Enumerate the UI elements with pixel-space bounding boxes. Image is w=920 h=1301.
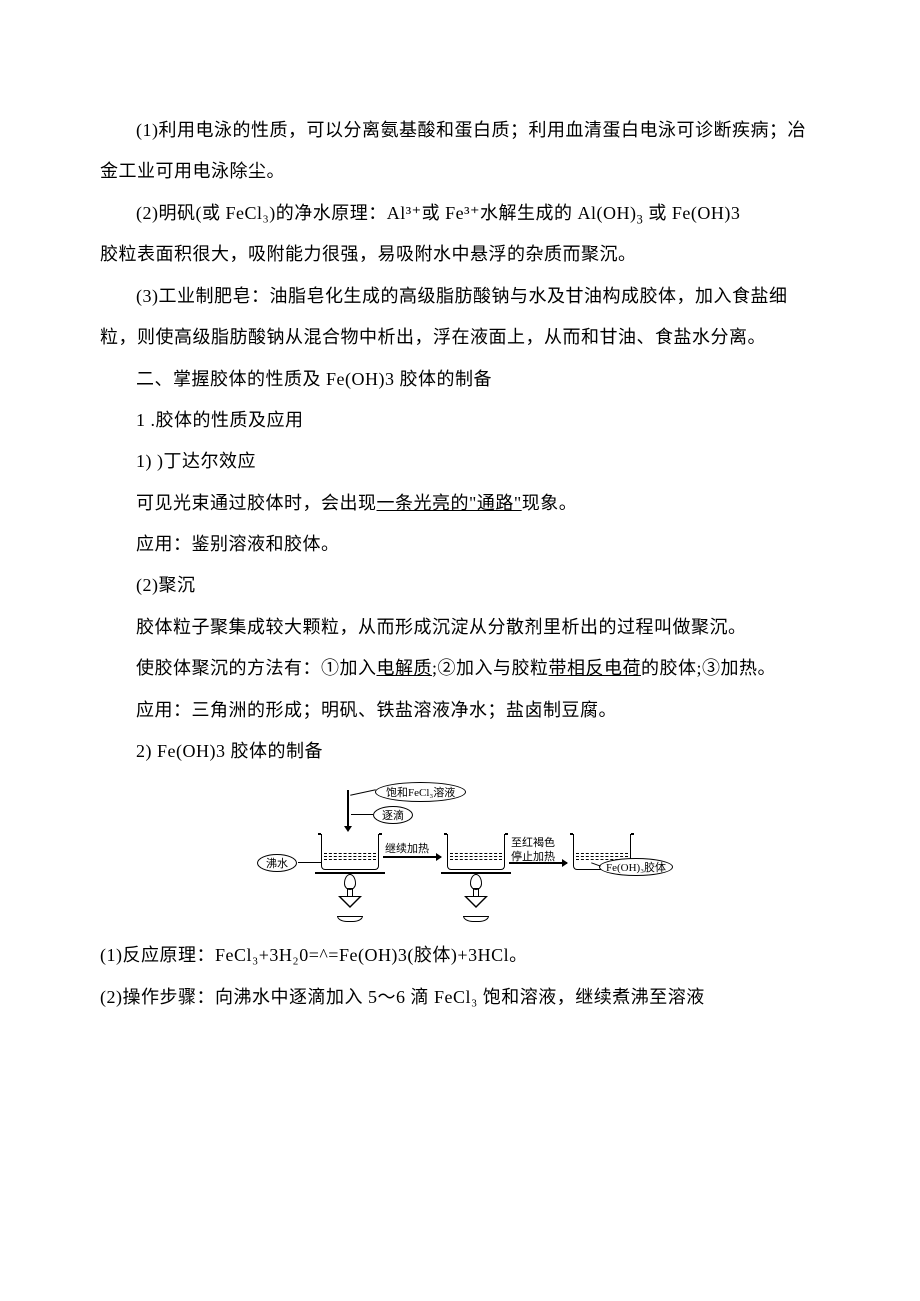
p7-b: ;②加入与胶粒 [432,658,549,678]
burner-2 [456,888,496,922]
paragraph-4: 可见光束通过胶体时，会出现一条光亮的"通路"现象。 [100,483,820,524]
beaker-2 [447,834,505,870]
lead-drop [351,814,373,815]
heading-2: (2)聚沉 [100,565,820,606]
p2-part-a: (2)明矾(或 FeCl₃)的净水原理：Al³⁺或 Fe³⁺水解生成的 Al(O… [136,203,637,223]
diagram-container: 饱和FeCl₃溶液 逐滴 沸水 继续加热 至红褐色 [100,782,820,927]
p7-a: 使胶体聚沉的方法有：①加入 [136,658,377,678]
paragraph-10: (2)操作步骤：向沸水中逐滴加入 5～6 滴 FeCl₃ 饱和溶液，继续煮沸至溶… [100,977,820,1018]
p2-part-b: 或 Fe(OH)3 [648,203,740,223]
arrow-2 [509,862,567,864]
p7-u1: 电解质 [377,658,433,678]
dropper-tip [344,826,352,832]
liquid-2 [450,853,502,867]
bubble-drop: 逐滴 [373,806,413,824]
paragraph-2: (2)明矾(或 FeCl₃)的净水原理：Al³⁺或 Fe³⁺水解生成的 Al(O… [100,193,820,235]
paragraph-7: 使胶体聚沉的方法有：①加入电解质;②加入与胶粒带相反电荷的胶体;③加热。 [100,648,820,689]
liquid-1 [324,853,376,867]
bubble-fecl3: 饱和FeCl₃溶液 [375,782,466,802]
p7-c: 的胶体;③加热。 [641,658,776,678]
heading-1-1: 1) )丁达尔效应 [100,441,820,482]
paragraph-9: (1)反应原理：FeCl₃+3H₂0=^=Fe(OH)3(胶体)+3HCl。 [100,935,820,976]
heading-section-2: 二、掌握胶体的性质及 Fe(OH)3 胶体的制备 [100,359,820,400]
p4-b: 现象。 [522,493,578,513]
lead-boil [298,862,322,863]
burner-1 [330,888,370,922]
paragraph-1: (1)利用电泳的性质，可以分离氨基酸和蛋白质；利用血清蛋白电泳可诊断疾病；冶金工… [100,110,820,193]
lead-fecl3 [350,790,376,796]
feoh3-diagram: 饱和FeCl₃溶液 逐滴 沸水 继续加热 至红褐色 [245,782,675,922]
p7-u2: 带相反电荷 [549,658,642,678]
paragraph-6: 胶体粒子聚集成较大颗粒，从而形成沉淀从分散剂里析出的过程叫做聚沉。 [100,607,820,648]
subscript-3: 3 [637,212,644,226]
beaker-1 [321,834,379,870]
dropper-line [347,790,349,830]
paragraph-5: 应用：鉴别溶液和胶体。 [100,524,820,565]
paragraph-3: (3)工业制肥皂：油脂皂化生成的高级脂肪酸钠与水及甘油构成胶体，加入食盐细粒，则… [100,276,820,359]
bubble-boil: 沸水 [257,854,297,872]
heading-1: 1 .胶体的性质及应用 [100,400,820,441]
paragraph-8: 应用：三角洲的形成；明矾、铁盐溶液净水；盐卤制豆腐。 [100,690,820,731]
p4-underline: 一条光亮的"通路" [377,493,522,513]
heading-3: 2) Fe(OH)3 胶体的制备 [100,731,820,772]
arrow-1 [383,856,441,858]
paragraph-2-cont: 胶粒表面积很大，吸附能力很强，易吸附水中悬浮的杂质而聚沉。 [100,234,820,275]
p4-a: 可见光束通过胶体时，会出现 [136,493,377,513]
label-continue-heat: 继续加热 [385,840,429,856]
bubble-product: Fe(OH)₃胶体 [599,858,673,876]
